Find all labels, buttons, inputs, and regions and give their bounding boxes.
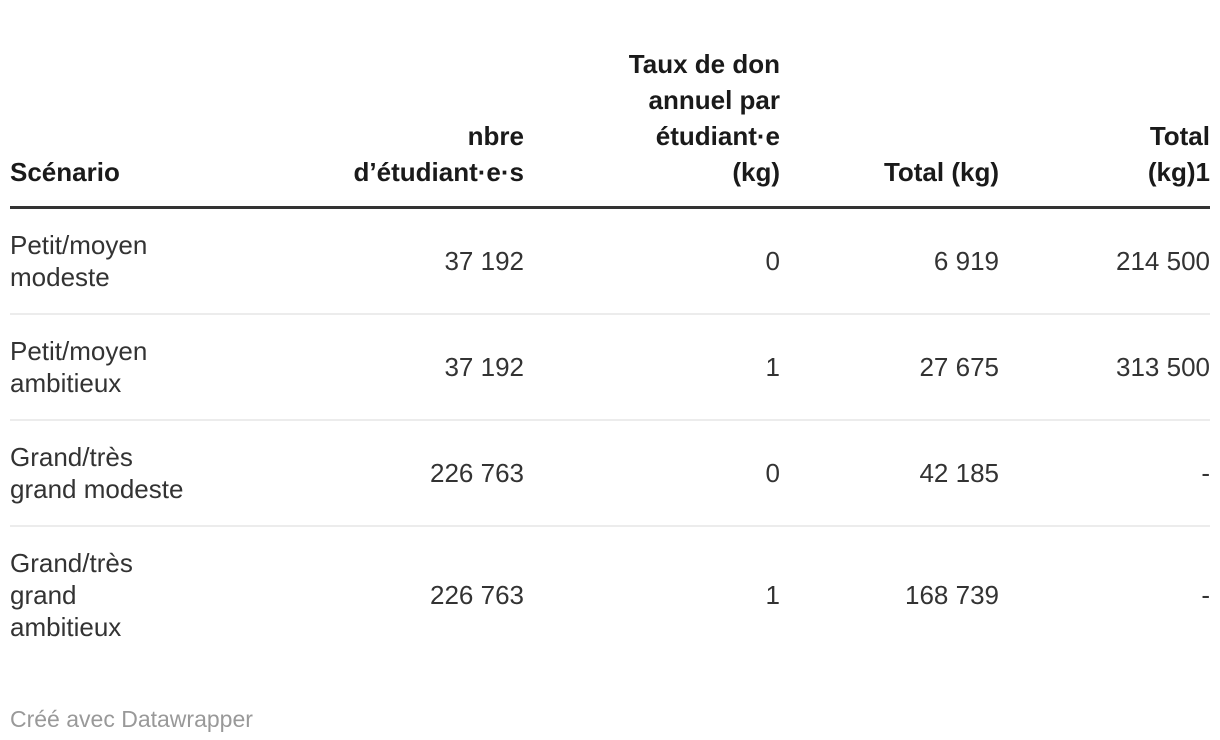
- table-footer: Créé avec Datawrapper: [10, 705, 1210, 733]
- cell-scenario: Grand/très grand modeste: [10, 420, 210, 527]
- cell-total: 42 185: [780, 420, 999, 527]
- cell-students: 226 763: [210, 420, 524, 527]
- table-row: Petit/moyen ambitieux 37 192 1 27 675 31…: [10, 314, 1210, 421]
- cell-total2: -: [999, 420, 1210, 527]
- cell-rate: 1: [765, 580, 780, 610]
- cell-scenario: Petit/moyen modeste: [10, 207, 210, 315]
- cell-rate: 0: [524, 420, 780, 527]
- cell-rate: 1: [524, 314, 780, 421]
- cell-total: 6 919: [780, 207, 999, 315]
- datawrapper-table-container: Scénario nbre d’étudiant·e·s Taux de don…: [10, 0, 1210, 663]
- cell-scenario: Petit/moyen ambitieux: [10, 314, 210, 421]
- column-header-total-kg-1: Total (kg)1: [999, 0, 1210, 209]
- cell-total2: 313 500: [999, 314, 1210, 421]
- column-header-total-kg: Total (kg): [780, 0, 999, 209]
- table-row: Grand/très grand modeste 226 763 0 42 18…: [10, 420, 1210, 527]
- cell-total: 27 675: [780, 314, 999, 421]
- table-row: Grand/très grand ambitieux 226 763 1 168…: [10, 526, 1210, 663]
- column-header-students: nbre d’étudiant·e·s: [210, 0, 524, 209]
- cell-students: 226 763: [430, 580, 524, 610]
- cell-total2: 214 500: [999, 207, 1210, 315]
- column-header-scenario: Scénario: [10, 0, 210, 209]
- table-row: Petit/moyen modeste 37 192 0 6 919 214 5…: [10, 207, 1210, 315]
- cell-scenario: Grand/très grand ambitieux: [10, 548, 133, 642]
- cell-students: 37 192: [210, 207, 524, 315]
- cell-rate: 0: [524, 207, 780, 315]
- datawrapper-attribution-link[interactable]: Créé avec Datawrapper: [10, 706, 253, 732]
- scenario-table: Scénario nbre d’étudiant·e·s Taux de don…: [10, 0, 1210, 663]
- cell-total2: -: [1201, 580, 1210, 610]
- header-row: Scénario nbre d’étudiant·e·s Taux de don…: [10, 0, 1210, 209]
- column-header-donation-rate: Taux de don annuel par étudiant·e (kg): [524, 0, 780, 209]
- cell-total: 168 739: [905, 580, 999, 610]
- cell-students: 37 192: [210, 314, 524, 421]
